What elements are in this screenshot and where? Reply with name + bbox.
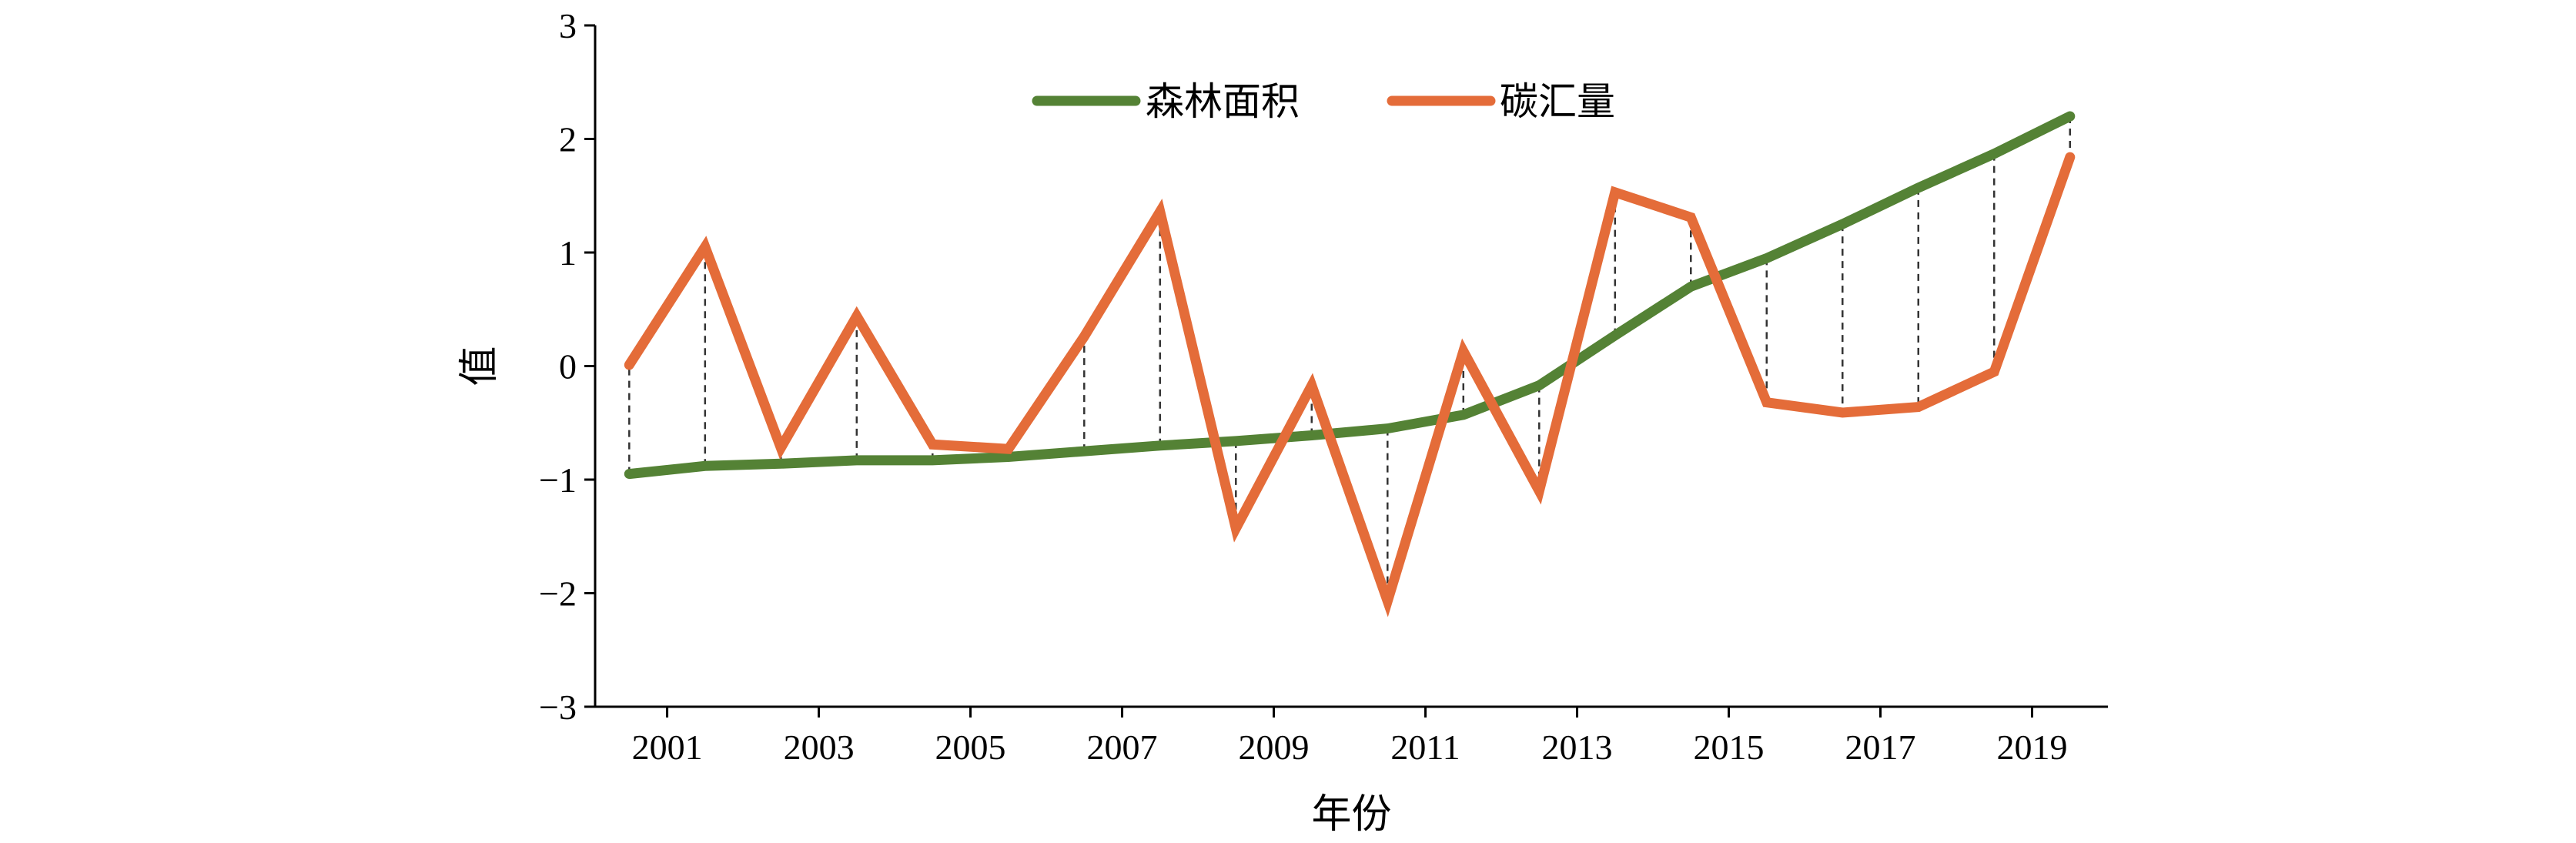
x-tick-label: 2001 — [632, 728, 703, 767]
y-ticks: −3 −2 −1 0 1 2 3 — [539, 6, 595, 727]
x-tick-label: 2003 — [784, 728, 855, 767]
axes — [594, 25, 2108, 708]
y-axis-title: 值 — [457, 346, 503, 386]
series-layer — [624, 111, 2076, 617]
series-line-2 — [624, 152, 2076, 617]
dashed-connectors — [628, 116, 2072, 601]
legend-label-1: 森林面积 — [1146, 79, 1300, 124]
y-tick-label: −3 — [539, 687, 577, 727]
y-tick-label: −1 — [539, 460, 577, 500]
x-axis-title: 年份 — [1311, 791, 1391, 838]
x-tick-label: 2019 — [1997, 728, 2068, 767]
legend-label-2: 碳汇量 — [1500, 79, 1615, 124]
x-tick-label: 2009 — [1239, 728, 1310, 767]
y-tick-label: 2 — [559, 120, 577, 159]
x-tick-label: 2011 — [1390, 728, 1460, 767]
y-tick-label: 3 — [559, 6, 577, 45]
y-tick-label: 1 — [559, 233, 577, 273]
x-ticks: 2001 2003 2005 2007 2009 2011 2013 2015 2017 2019 — [632, 707, 2068, 767]
x-tick-label: 2017 — [1845, 728, 1916, 767]
series-line-1 — [624, 111, 2076, 480]
y-tick-label: −2 — [539, 574, 577, 614]
x-tick-label: 2007 — [1087, 728, 1158, 767]
x-tick-label: 2005 — [935, 728, 1006, 767]
x-tick-label: 2013 — [1542, 728, 1613, 767]
x-tick-label: 2015 — [1694, 728, 1765, 767]
legend: 森林面积 碳汇量 — [1032, 79, 1615, 124]
y-tick-label: 0 — [559, 347, 577, 386]
